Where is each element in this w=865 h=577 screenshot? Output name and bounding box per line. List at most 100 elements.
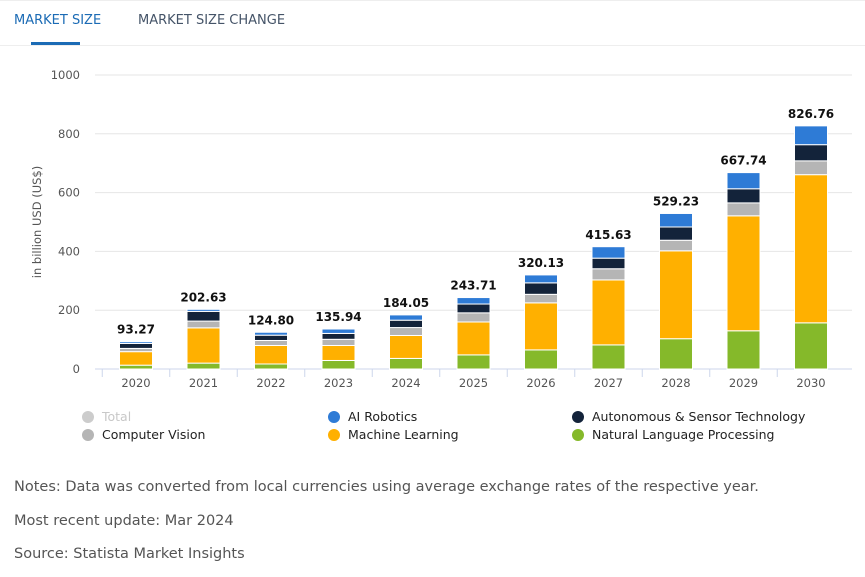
bar-segment-ai-robotics — [186, 308, 221, 312]
bar-segment-ai-robotics — [659, 212, 693, 228]
bar-segment-natural-language-processing — [794, 322, 828, 370]
bar-segment-machine-learning — [321, 344, 356, 361]
bar-segment-ai-robotics — [321, 328, 356, 334]
bar-segment-computer-vision — [524, 293, 558, 304]
bar-segment-computer-vision — [186, 320, 221, 329]
bar-segment-machine-learning — [389, 334, 423, 359]
bar-segment-autonomous-sensor-technology — [524, 282, 558, 295]
bar-segment-machine-learning — [794, 174, 828, 324]
legend-item-ai-robotics[interactable]: AI Robotics — [328, 409, 417, 424]
legend-label: Natural Language Processing — [592, 427, 775, 442]
legend-dot-icon — [572, 428, 584, 441]
update-text: Most recent update: Mar 2024 — [14, 513, 234, 529]
x-tick-label: 2030 — [796, 376, 825, 390]
bar-segment-machine-learning — [591, 279, 626, 346]
bar-segment-natural-language-processing — [591, 344, 626, 370]
bar-segment-autonomous-sensor-technology — [659, 226, 693, 241]
y-tick-label: 1000 — [51, 68, 80, 82]
bar-segment-natural-language-processing — [254, 363, 288, 370]
bar-segment-ai-robotics — [389, 314, 423, 321]
bar-segment-computer-vision — [591, 268, 626, 281]
tab-bar: MARKET SIZE MARKET SIZE CHANGE — [0, 0, 865, 46]
total-data-label: 202.63 — [180, 290, 226, 304]
legend-item-total[interactable]: Total — [82, 409, 131, 424]
bar-segment-autonomous-sensor-technology — [321, 332, 356, 340]
total-data-label: 124.80 — [248, 313, 294, 327]
bar-segment-computer-vision — [794, 160, 828, 176]
bar-segment-natural-language-processing — [726, 330, 761, 370]
bar-segment-computer-vision — [254, 339, 288, 346]
total-data-label: 184.05 — [383, 296, 429, 310]
legend-item-autonomous-sensor[interactable]: Autonomous & Sensor Technology — [572, 409, 805, 424]
stacked-bar-chart: 0 200 400 600 800 1000 in billion USD (US$) 202… — [30, 68, 852, 390]
legend-label: Autonomous & Sensor Technology — [592, 409, 806, 424]
x-tick-label: 2026 — [526, 376, 555, 390]
legend-dot-icon — [82, 428, 94, 441]
x-tick-label: 2023 — [324, 376, 353, 390]
bar-segment-natural-language-processing — [524, 349, 558, 370]
y-axis-label: in billion USD (US$) — [30, 166, 44, 278]
legend-dot-icon — [572, 410, 584, 423]
y-tick-label: 0 — [73, 362, 80, 376]
x-tick-label: 2029 — [729, 376, 758, 390]
bar-segment-machine-learning — [456, 321, 491, 356]
x-tick-label: 2021 — [189, 376, 218, 390]
bar-segment-machine-learning — [524, 302, 558, 351]
bar-segment-autonomous-sensor-technology — [186, 310, 221, 322]
tab-market-size-change[interactable]: MARKET SIZE CHANGE — [138, 13, 286, 28]
bar-segment-computer-vision — [726, 202, 761, 217]
bar-segment-ai-robotics — [119, 341, 153, 344]
total-data-label: 667.74 — [720, 154, 766, 168]
legend-item-computer-vision[interactable]: Computer Vision — [82, 427, 205, 442]
total-data-label: 529.23 — [653, 194, 699, 208]
bar-segment-machine-learning — [186, 327, 221, 364]
legend-label: Machine Learning — [348, 427, 459, 442]
source-text: Source: Statista Market Insights — [14, 546, 245, 562]
bar-segment-natural-language-processing — [186, 362, 221, 370]
bar-segment-ai-robotics — [591, 246, 626, 259]
legend-label: Computer Vision — [102, 427, 206, 442]
tab-market-size[interactable]: MARKET SIZE — [14, 13, 102, 28]
y-tick-label: 200 — [58, 303, 80, 317]
y-tick-label: 600 — [58, 186, 80, 200]
total-data-label: 415.63 — [585, 228, 631, 242]
x-tick-label: 2027 — [594, 376, 623, 390]
bar-segment-machine-learning — [119, 351, 153, 366]
total-data-label: 135.94 — [315, 310, 361, 324]
bar-segment-autonomous-sensor-technology — [726, 188, 761, 204]
bar-segment-computer-vision — [389, 327, 423, 336]
bar-segment-natural-language-processing — [389, 357, 423, 370]
bar-segment-computer-vision — [659, 239, 693, 252]
bar-segment-autonomous-sensor-technology — [794, 144, 828, 162]
bar-segment-natural-language-processing — [659, 338, 693, 370]
legend-item-machine-learning[interactable]: Machine Learning — [328, 427, 459, 442]
x-tick-label: 2025 — [459, 376, 488, 390]
bar-segment-autonomous-sensor-technology — [119, 342, 153, 349]
active-tab-indicator — [31, 42, 80, 45]
bar-segment-ai-robotics — [794, 125, 828, 146]
total-data-label: 826.76 — [788, 107, 834, 121]
bar-segment-machine-learning — [254, 344, 288, 365]
x-tick-label: 2024 — [391, 376, 420, 390]
x-tick-label: 2020 — [121, 376, 150, 390]
legend-dot-icon — [82, 410, 94, 423]
bar-segment-machine-learning — [726, 215, 761, 332]
bar-segment-machine-learning — [659, 250, 693, 340]
bar-segment-ai-robotics — [456, 297, 491, 305]
legend-dot-icon — [328, 428, 340, 441]
x-tick-label: 2022 — [256, 376, 285, 390]
legend-label: AI Robotics — [348, 409, 418, 424]
y-tick-label: 800 — [58, 127, 80, 141]
legend-item-nlp[interactable]: Natural Language Processing — [572, 427, 775, 442]
y-tick-label: 400 — [58, 244, 80, 258]
bar-segment-computer-vision — [456, 312, 491, 323]
bar-segment-ai-robotics — [254, 331, 288, 336]
total-data-label: 320.13 — [518, 256, 564, 270]
bar-segment-ai-robotics — [726, 172, 761, 190]
total-data-label: 243.71 — [450, 278, 496, 292]
bar-segment-autonomous-sensor-technology — [591, 257, 626, 270]
bar-segment-natural-language-processing — [456, 354, 491, 370]
legend-label: Total — [102, 409, 132, 424]
bar-segment-computer-vision — [321, 338, 356, 346]
notes-text: Notes: Data was converted from local cur… — [14, 479, 759, 495]
